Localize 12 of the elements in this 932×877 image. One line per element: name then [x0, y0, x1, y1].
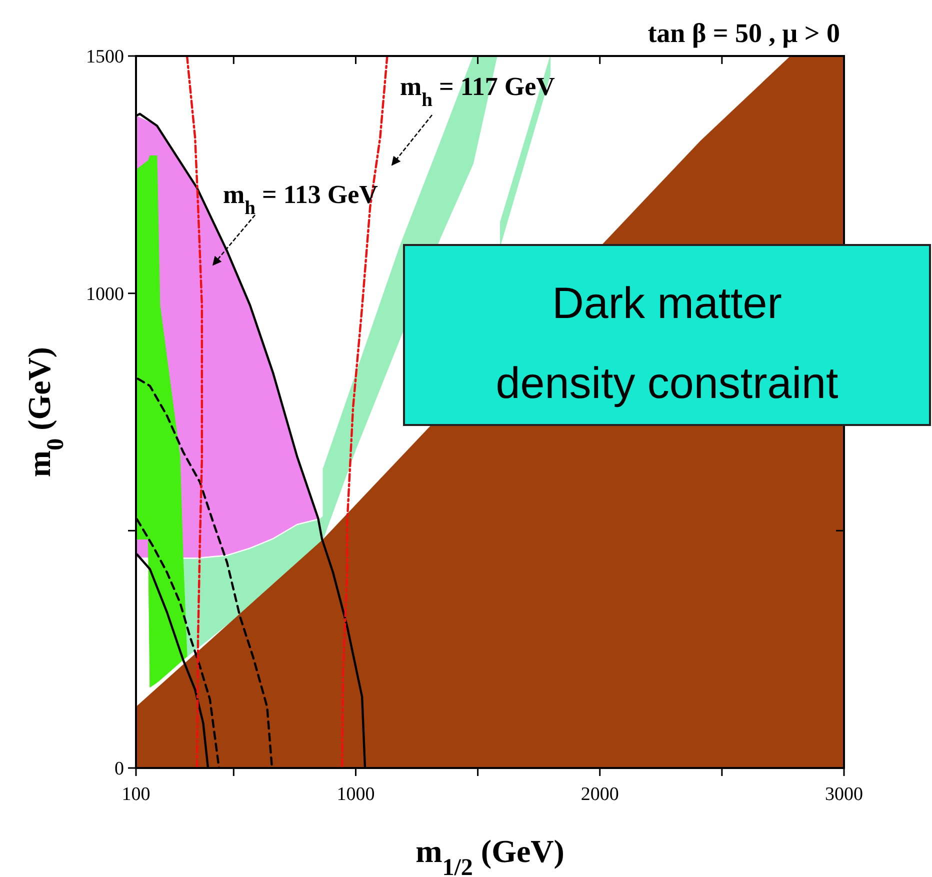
x-tick-label: 1000 — [336, 784, 375, 805]
x-tick-label: 3000 — [825, 784, 863, 805]
y-tick-label: 1500 — [86, 46, 124, 68]
annotation: m$_{h}$ = 117 GeV — [400, 72, 556, 110]
y-tick-label: 1000 — [86, 284, 124, 305]
x-axis-title: m$_{1/2}$ (GeV) — [416, 833, 564, 877]
chart-title: tan β = 50 , μ > 0 — [648, 18, 840, 48]
x-tick-label: 2000 — [580, 784, 619, 805]
x-tick-label: 100 — [122, 784, 150, 805]
line-series — [186, 56, 204, 768]
annotation: Dark matter density constraint — [496, 279, 838, 408]
y-tick-label: 0 — [114, 758, 124, 780]
